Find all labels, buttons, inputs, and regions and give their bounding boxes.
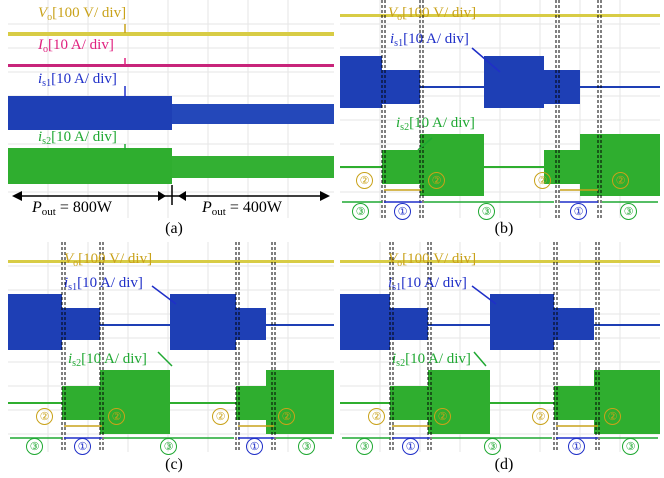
mode-2-marker: ② xyxy=(108,408,125,425)
caption-a: (a) xyxy=(165,220,183,237)
scope-screen-a xyxy=(8,0,334,218)
panel-c: Vo[100 V/ div] is1[10 A/ div] is2[10 A/ … xyxy=(8,242,334,455)
mode-3-marker: ③ xyxy=(26,438,43,455)
mode-1-marker: ① xyxy=(74,438,91,455)
mode-3-marker: ③ xyxy=(484,438,501,455)
mode-3-marker: ③ xyxy=(620,203,637,220)
mode-3-marker: ③ xyxy=(160,438,177,455)
is1-label-c: is1[10 A/ div] xyxy=(64,275,143,293)
mode-3-marker: ③ xyxy=(622,438,639,455)
mode-3-marker: ③ xyxy=(356,438,373,455)
mode-2-marker: ② xyxy=(604,408,621,425)
mode-2-marker: ② xyxy=(434,408,451,425)
mode-1-marker: ① xyxy=(402,438,419,455)
caption-b: (b) xyxy=(494,220,514,237)
is1-label-b: is1[10 A/ div] xyxy=(390,31,469,49)
panel-a: Vo[100 V/ div] Io[10 A/ div] is1[10 A/ d… xyxy=(8,0,334,218)
is2-label-c: is2[10 A/ div] xyxy=(68,351,147,369)
mode-1-marker: ① xyxy=(246,438,263,455)
mode-1-marker: ① xyxy=(568,438,585,455)
mode-1-marker: ① xyxy=(570,203,587,220)
mode-3-marker: ③ xyxy=(298,438,315,455)
scope-screen-b xyxy=(340,0,660,218)
scope-screen-c xyxy=(8,242,334,452)
caption-c: (c) xyxy=(165,456,183,473)
mode-3-marker: ③ xyxy=(478,203,495,220)
is2-label-a: is2[10 A/ div] xyxy=(38,129,117,147)
vo-label-d: Vo[100 V/ div] xyxy=(388,251,477,269)
io-label-a: Io[10 A/ div] xyxy=(38,37,114,55)
is2-label-d: is2[10 A/ div] xyxy=(392,351,471,369)
panel-d: Vo[100 V/ div] is1[10 A/ div] is2[10 A/ … xyxy=(340,242,660,455)
is1-label-a: is1[10 A/ div] xyxy=(38,71,117,89)
is2-label-b: is2[10 A/ div] xyxy=(396,115,475,133)
vo-label-b: Vo[100 V/ div] xyxy=(388,5,477,23)
vo-label-a: Vo[100 V/ div] xyxy=(38,5,127,23)
mode-1-marker: ① xyxy=(394,203,411,220)
scope-screen-d xyxy=(340,242,660,452)
mode-2-marker: ② xyxy=(36,408,53,425)
caption-d: (d) xyxy=(494,456,514,473)
power-left-label: Pout = 800W xyxy=(30,199,114,218)
mode-2-marker: ② xyxy=(278,408,295,425)
vo-label-c: Vo[100 V/ div] xyxy=(64,251,153,269)
mode-2-marker: ② xyxy=(368,408,385,425)
mode-2-marker: ② xyxy=(356,172,373,189)
mode-2-marker: ② xyxy=(532,408,549,425)
mode-3-marker: ③ xyxy=(352,203,369,220)
is1-label-d: is1[10 A/ div] xyxy=(388,275,467,293)
mode-2-marker: ② xyxy=(612,172,629,189)
mode-2-marker: ② xyxy=(212,408,229,425)
mode-2-marker: ② xyxy=(428,172,445,189)
panel-b: Vo[100 V/ div] is1[10 A/ div] is2[10 A/ … xyxy=(340,0,660,220)
mode-2-marker: ② xyxy=(534,172,551,189)
power-right-label: Pout = 400W xyxy=(200,199,284,218)
